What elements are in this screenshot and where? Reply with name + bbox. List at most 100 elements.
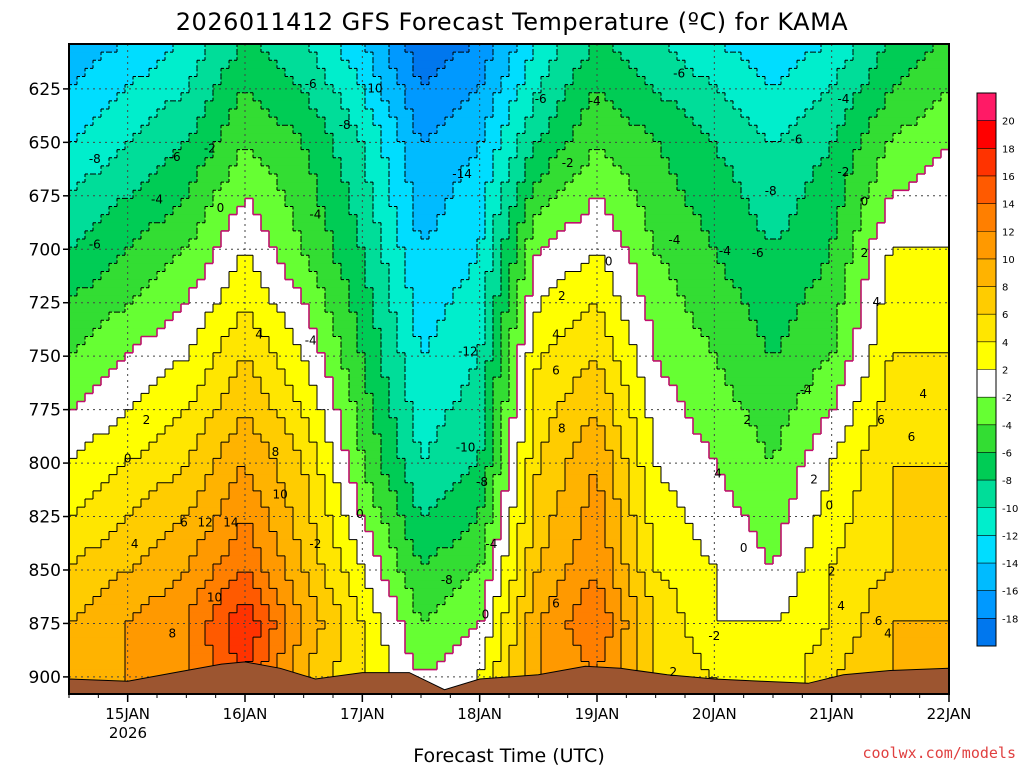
field-cell (749, 344, 758, 354)
field-cell (469, 165, 478, 175)
field-cell (885, 117, 894, 126)
field-cell (701, 125, 710, 134)
field-cell (533, 68, 542, 78)
field-cell (469, 206, 478, 216)
field-cell (509, 190, 518, 199)
field-cell (261, 279, 270, 289)
field-cell (253, 239, 262, 248)
field-cell (637, 52, 646, 61)
field-cell (381, 133, 390, 143)
field-cell (237, 271, 246, 281)
field-cell (365, 295, 374, 305)
field-cell (597, 76, 606, 86)
field-cell (261, 198, 270, 208)
field-cell (293, 385, 302, 394)
field-cell (525, 263, 534, 273)
field-cell (549, 295, 558, 305)
field-cell (733, 100, 742, 110)
field-cell (941, 214, 949, 224)
field-cell (269, 68, 278, 78)
field-cell (885, 141, 894, 151)
field-cell (493, 328, 502, 338)
field-cell (253, 385, 262, 394)
field-cell (629, 295, 638, 305)
field-cell (205, 141, 214, 151)
field-cell (77, 239, 86, 248)
field-cell (853, 295, 862, 305)
field-cell (133, 247, 142, 256)
field-cell (133, 165, 142, 175)
field-cell (501, 239, 510, 248)
field-cell (629, 68, 638, 78)
field-cell (133, 206, 142, 216)
field-cell (853, 344, 862, 354)
field-cell (749, 125, 758, 134)
field-cell (205, 182, 214, 191)
field-cell (797, 92, 806, 102)
field-cell (669, 44, 678, 53)
field-cell (213, 271, 222, 281)
field-cell (165, 157, 174, 167)
field-cell (149, 133, 158, 143)
field-cell (269, 239, 278, 248)
field-cell (245, 320, 254, 329)
field-cell (301, 230, 310, 240)
field-cell (509, 76, 518, 86)
field-cell (109, 239, 118, 248)
field-cell (677, 100, 686, 110)
field-cell (661, 182, 670, 191)
field-cell (941, 109, 949, 118)
field-cell (709, 401, 718, 411)
field-cell (269, 60, 278, 69)
field-cell (421, 117, 430, 126)
field-cell (845, 247, 854, 256)
field-cell (741, 369, 750, 378)
field-cell (893, 360, 902, 370)
field-cell (165, 304, 174, 313)
field-cell (149, 377, 158, 386)
field-cell (661, 295, 670, 305)
field-cell (917, 377, 926, 386)
field-cell (301, 68, 310, 78)
field-cell (605, 271, 614, 281)
field-cell (341, 174, 350, 183)
field-cell (437, 239, 446, 248)
field-cell (701, 393, 710, 403)
field-cell (477, 247, 486, 256)
field-cell (869, 360, 878, 370)
field-cell (829, 385, 838, 394)
field-cell (301, 198, 310, 208)
field-cell (477, 109, 486, 118)
field-cell (565, 68, 574, 78)
field-cell (581, 344, 590, 354)
field-cell (341, 304, 350, 313)
field-cell (381, 247, 390, 256)
field-cell (373, 190, 382, 199)
field-cell (149, 385, 158, 394)
field-cell (525, 44, 534, 53)
field-cell (381, 84, 390, 94)
field-cell (717, 287, 726, 297)
field-cell (837, 255, 846, 264)
field-cell (805, 279, 814, 289)
field-cell (333, 304, 342, 313)
field-cell (405, 295, 414, 305)
field-cell (629, 377, 638, 386)
field-cell (237, 409, 246, 419)
field-cell (893, 68, 902, 78)
field-cell (861, 271, 870, 281)
field-cell (613, 401, 622, 411)
field-cell (477, 385, 486, 394)
field-cell (693, 190, 702, 199)
field-cell (157, 222, 166, 232)
field-cell (677, 141, 686, 151)
field-cell (301, 409, 310, 419)
field-cell (453, 165, 462, 175)
field-cell (837, 360, 846, 370)
field-cell (253, 401, 262, 411)
field-cell (253, 109, 262, 118)
field-cell (605, 60, 614, 69)
field-cell (293, 377, 302, 386)
field-cell (501, 320, 510, 329)
field-cell (845, 230, 854, 240)
